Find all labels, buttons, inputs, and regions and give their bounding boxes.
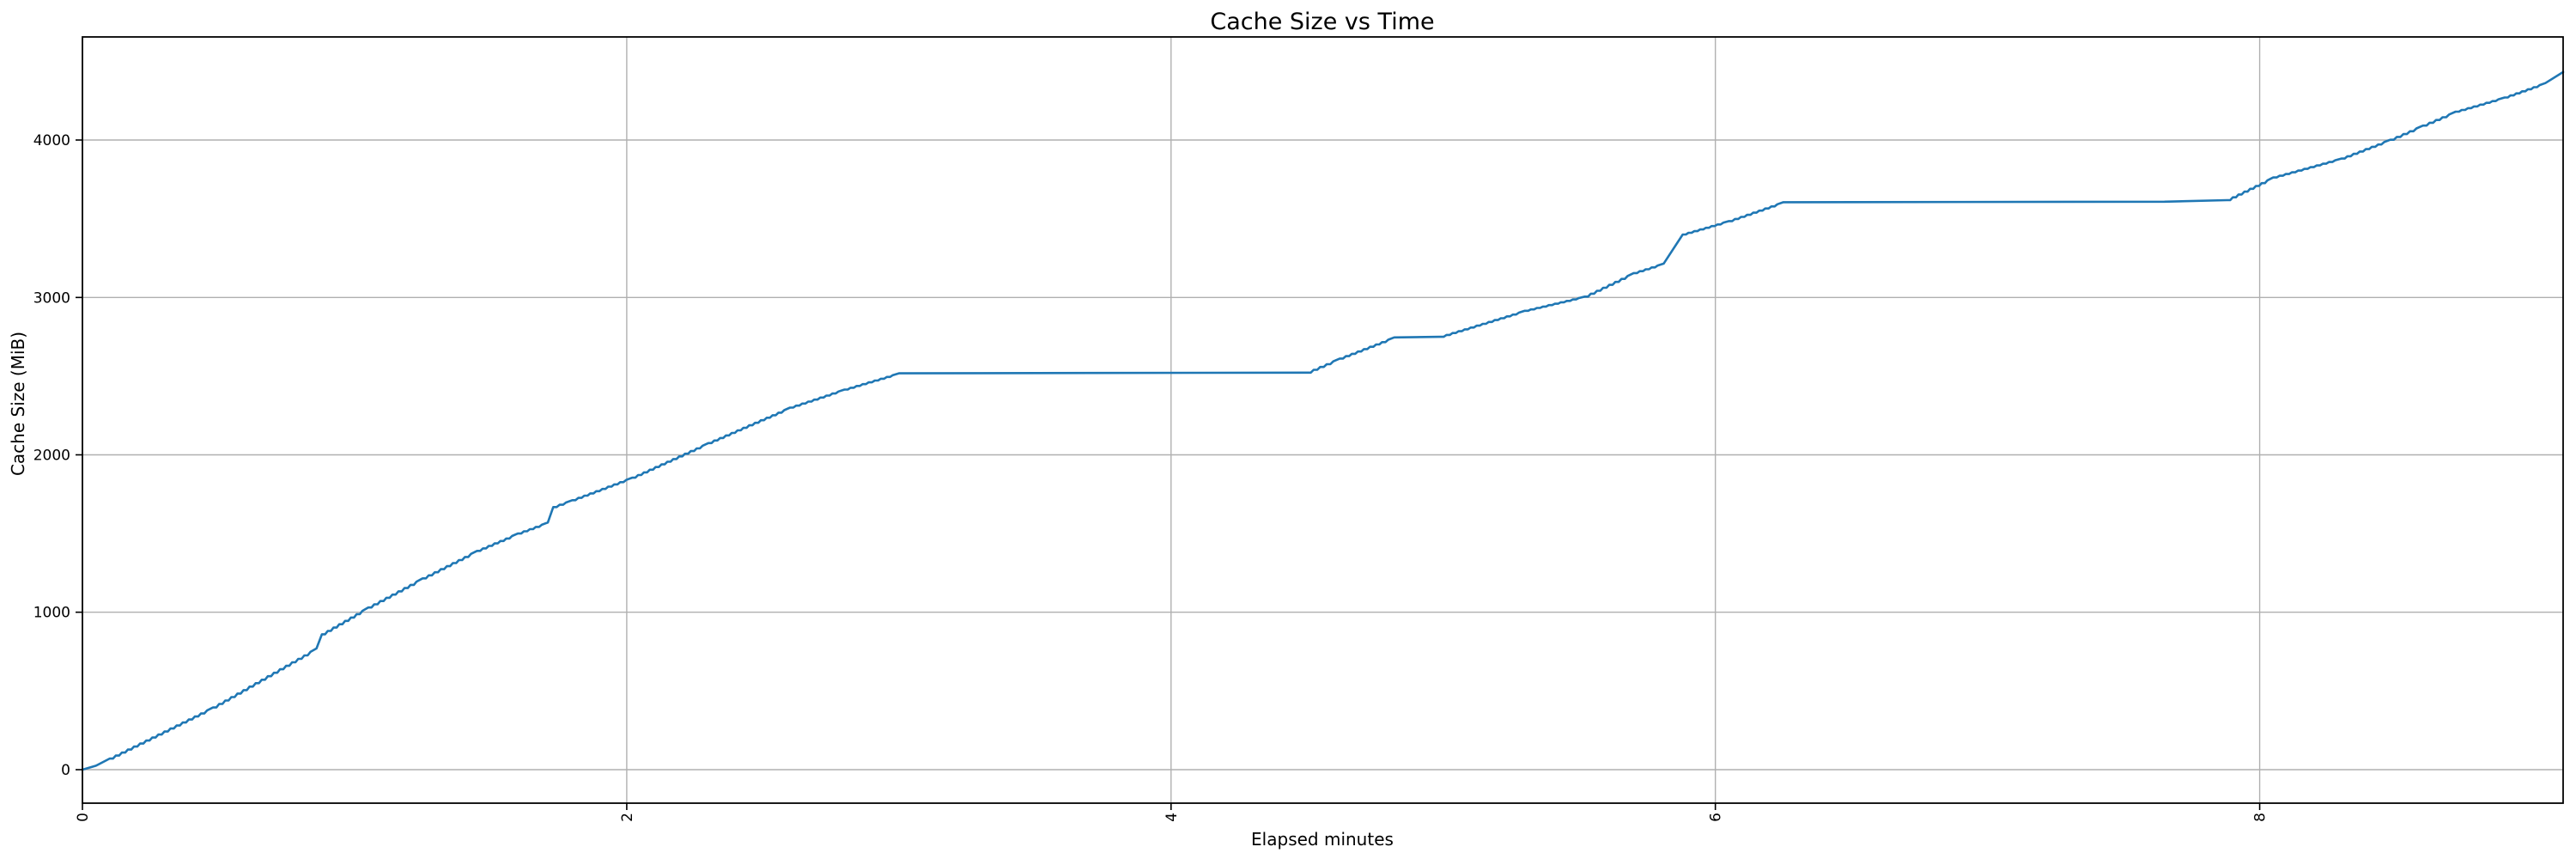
y-tick-label: 0: [61, 762, 70, 779]
tick-layer: [76, 139, 2261, 810]
x-tick-label: 2: [619, 813, 636, 822]
chart-title: Cache Size vs Time: [1210, 9, 1434, 35]
x-tick-label: 6: [1708, 813, 1725, 822]
y-tick-label: 2000: [33, 447, 70, 464]
series-layer: [81, 70, 2565, 771]
y-tick-label: 3000: [33, 289, 70, 307]
y-tick-label: 1000: [33, 605, 70, 622]
cache-size-line: [81, 70, 2565, 771]
x-tick-label: 0: [75, 813, 92, 822]
x-tick-label: 8: [2252, 813, 2269, 822]
axes-frame: [82, 36, 2564, 804]
y-tick-label: 4000: [33, 132, 70, 149]
grid-layer: [82, 37, 2563, 803]
y-axis-label: Cache Size (MiB): [8, 332, 28, 476]
x-tick-label: 4: [1163, 813, 1181, 822]
tick-label-layer: 0 2 4 6 8 0 1000 2000 3000 4000: [33, 132, 2269, 822]
x-axis-label: Elapsed minutes: [1251, 829, 1394, 850]
